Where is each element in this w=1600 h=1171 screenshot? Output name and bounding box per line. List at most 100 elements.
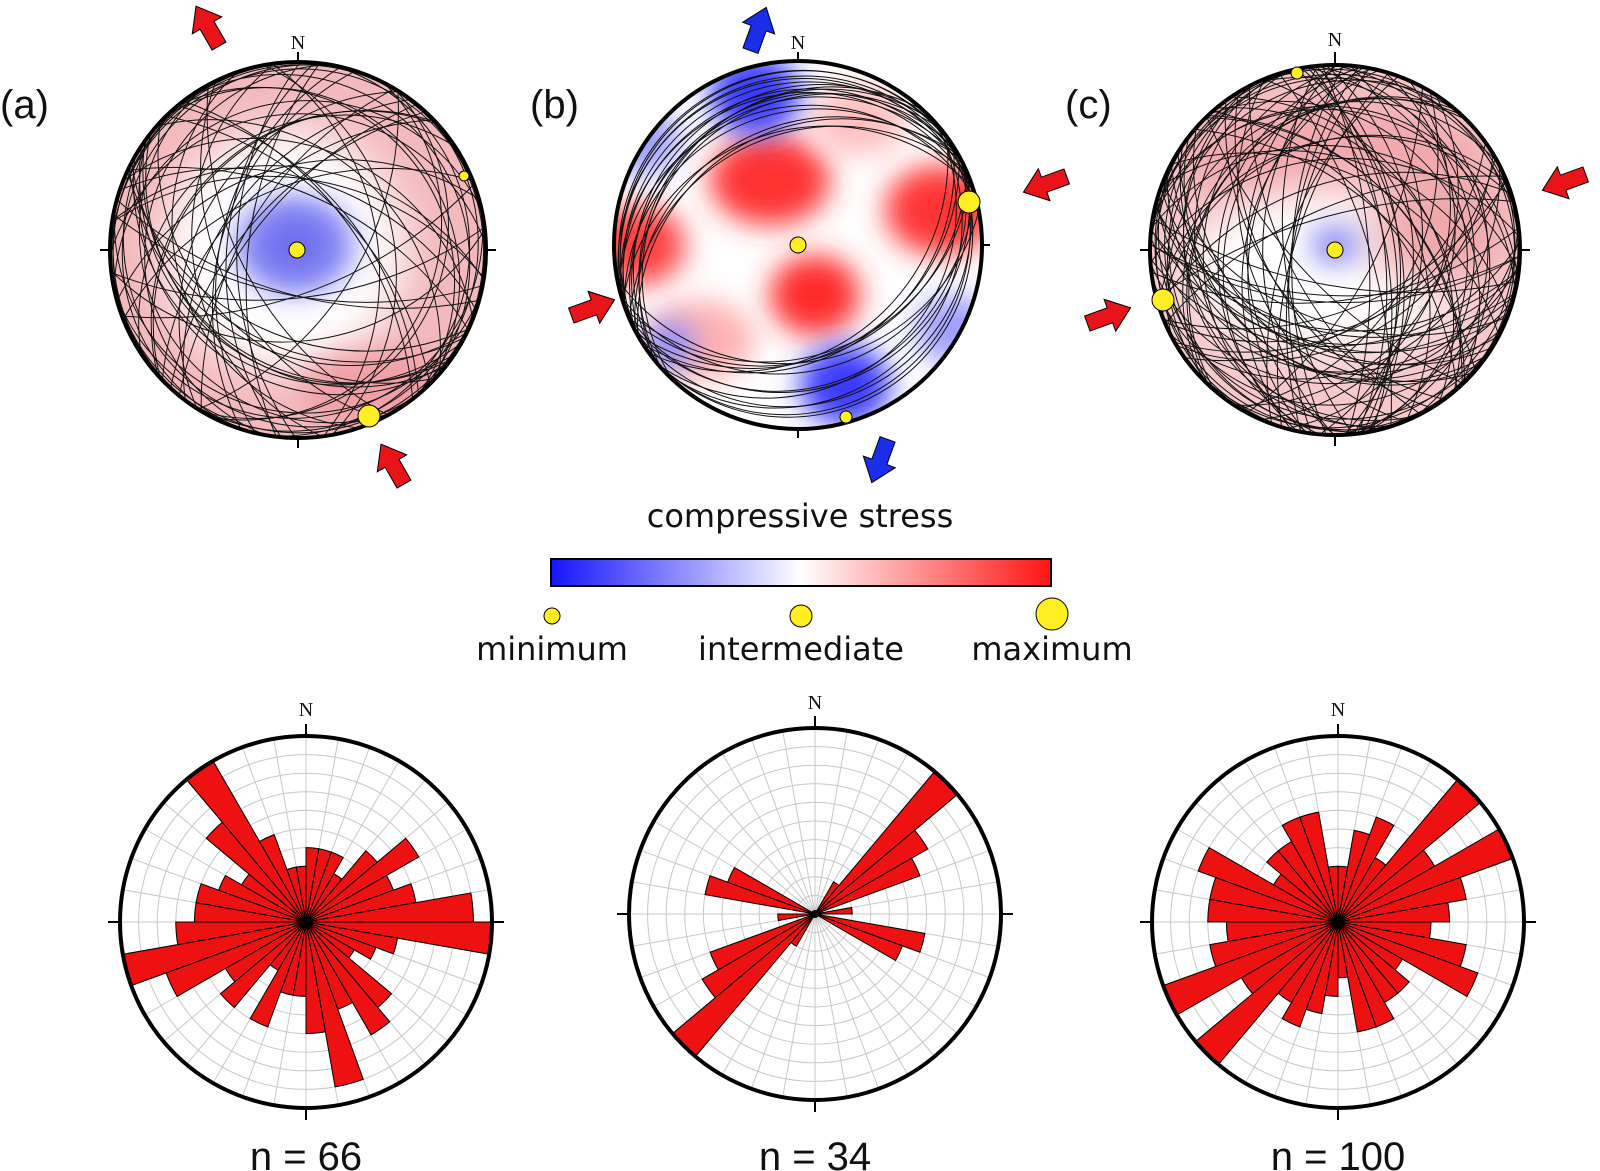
rose-petal-a	[305, 921, 364, 1088]
fault-arc	[156, 119, 441, 375]
fault-arc	[1161, 150, 1509, 315]
rose-diagram-a	[108, 724, 504, 1120]
fault-arc	[619, 91, 976, 295]
fault-arc	[1234, 94, 1459, 406]
fault-arc	[1183, 84, 1419, 422]
legend-point-maximum	[1035, 597, 1069, 631]
fault-arcs-c	[1150, 65, 1520, 435]
fault-arc	[1319, 65, 1424, 435]
fault-arc	[121, 64, 345, 433]
legend-label-maximum: maximum	[971, 630, 1132, 668]
fault-arc	[1160, 187, 1510, 353]
fault-arc	[1166, 79, 1458, 389]
fault-arc	[113, 100, 483, 290]
stress-point-intermediate-a	[288, 241, 306, 259]
fault-arc	[625, 180, 971, 363]
fault-arc	[1260, 80, 1451, 420]
fault-arc	[1216, 107, 1462, 392]
fault-arc	[1152, 218, 1518, 293]
fault-arc	[1151, 222, 1519, 406]
fault-arc	[127, 166, 469, 330]
fault-arc	[1162, 182, 1508, 336]
fault-arc	[268, 63, 471, 437]
rose-petal-a	[305, 837, 420, 923]
compression-arrow-c1	[1541, 165, 1590, 200]
fault-arc	[633, 162, 967, 392]
rose-diagram-c	[1140, 724, 1536, 1120]
fault-arcs-b	[616, 69, 982, 429]
fault-arc	[161, 119, 434, 381]
rose-petal-b	[726, 866, 816, 915]
rose-grid-spoke	[721, 752, 816, 915]
rose-grid-spoke	[814, 739, 880, 915]
compression-arrow-c2	[1083, 298, 1132, 333]
fault-arc	[1263, 78, 1431, 421]
rose-center	[1334, 918, 1342, 926]
rose-petal-b	[814, 906, 853, 915]
rose-petal-b	[814, 829, 929, 915]
rose-petal-a	[258, 833, 307, 923]
rose-petal-a	[305, 921, 326, 1035]
fault-arc	[1156, 198, 1514, 299]
fault-arc	[1217, 66, 1362, 434]
fault-arc	[1177, 152, 1493, 366]
fault-arc	[1315, 65, 1475, 435]
fault-arc	[1150, 236, 1520, 373]
fault-arc	[628, 171, 968, 367]
rose-grid-spoke	[814, 730, 848, 915]
fault-arc	[212, 82, 443, 421]
stereonet-b: (b) N	[530, 6, 1071, 484]
extension-arrow-b2	[862, 435, 897, 484]
fault-arc	[1150, 236, 1520, 385]
rose-petal-c	[1337, 921, 1377, 1033]
panel-label-a: (a)	[0, 83, 49, 127]
fault-arc	[618, 104, 978, 289]
rose-petal-a	[219, 921, 307, 1009]
fault-arc	[144, 64, 330, 436]
fault-arc	[642, 145, 955, 374]
fault-arc	[619, 75, 968, 319]
panel-label-c: (c)	[1065, 83, 1112, 127]
compression-arrow-a1	[191, 5, 227, 51]
fault-arc	[1248, 85, 1421, 415]
legend-point-intermediate	[789, 604, 813, 628]
rose-grid-spoke	[814, 913, 909, 1076]
rose-grid-spoke	[750, 739, 816, 915]
fault-arc	[191, 63, 323, 437]
fault-arc	[178, 91, 400, 409]
rose-petal-a	[249, 921, 307, 1028]
fault-arc	[1154, 108, 1516, 294]
fault-arc	[110, 232, 486, 434]
rose-petal-b	[709, 913, 816, 971]
legend-label-intermediate: intermediate	[698, 630, 904, 668]
compression-arrow-b1	[1022, 167, 1071, 202]
fault-arc	[145, 133, 446, 388]
fault-arc	[617, 78, 976, 294]
fault-arc	[1151, 105, 1519, 280]
fault-arc	[1255, 76, 1491, 418]
fault-arc	[114, 205, 482, 414]
rose-grid-spoke	[814, 913, 958, 1034]
rose-center	[302, 918, 310, 926]
rose-petal-c	[1327, 865, 1339, 923]
fault-arc	[1321, 65, 1371, 435]
rose-grid-spoke	[750, 913, 816, 1089]
fault-arc	[1277, 72, 1389, 428]
rose-count-b: n = 34	[759, 1135, 871, 1171]
fault-arc	[122, 137, 474, 320]
fault-arc	[1161, 134, 1509, 317]
fault-arc	[1151, 227, 1520, 304]
fault-arc	[113, 213, 483, 303]
fault-arc	[1164, 175, 1505, 324]
rose-petal-c	[1337, 816, 1395, 923]
rose-petal-a	[217, 874, 307, 923]
fault-arc	[1150, 241, 1520, 347]
rose-petal-a	[295, 865, 307, 923]
rose-diagram-b	[617, 716, 1013, 1112]
fault-arc	[1157, 160, 1498, 420]
fault-arc	[1202, 65, 1351, 435]
fault-arc	[1304, 67, 1468, 433]
rose-center	[811, 910, 819, 918]
fault-arc	[200, 80, 381, 420]
